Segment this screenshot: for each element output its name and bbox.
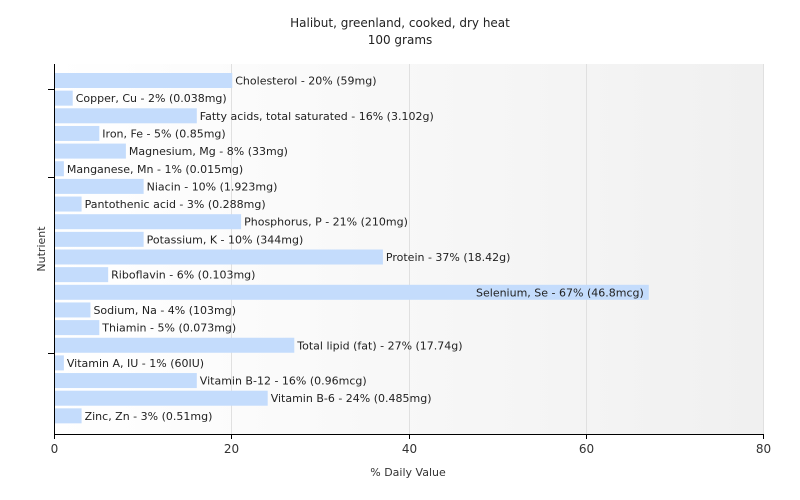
x-tick-label: 60 [579,442,594,456]
bar [55,390,268,406]
bars: Cholesterol - 20% (59mg) Copper, Cu - 2% … [55,73,649,424]
bar-label: Thiamin - 5% (0.073mg) [101,322,236,335]
bar [55,178,144,194]
bar [55,249,383,265]
bar [55,373,197,389]
bar-label: Fatty acids, total saturated - 16% (3.10… [200,110,434,123]
axes: 0 20 40 60 80 [48,64,771,456]
bar-label: Selenium, Se - 67% (46.8mcg) [476,286,644,299]
bar-label: Total lipid (fat) - 27% (17.74g) [296,339,462,352]
bar [55,161,64,177]
bar-label: Niacin - 10% (1.923mg) [147,180,278,193]
bar-label: Protein - 37% (18.42g) [386,251,511,264]
bar-label: Iron, Fe - 5% (0.85mg) [102,127,225,140]
plot-area [54,64,763,434]
x-axis-label: % Daily Value [370,466,446,479]
chart-subtitle: 100 grams [368,33,433,47]
bar-label: Vitamin B-6 - 24% (0.485mg) [271,392,432,405]
bar-label: Sodium, Na - 4% (103mg) [93,304,236,317]
bar [55,408,82,424]
chart-title: Halibut, greenland, cooked, dry heat [290,16,510,30]
bar-label: Cholesterol - 20% (59mg) [235,75,376,88]
bar-label: Potassium, K - 10% (344mg) [147,233,304,246]
x-tick-label: 80 [756,442,771,456]
grid-lines [231,64,764,434]
bar [55,231,144,247]
bar-label: Magnesium, Mg - 8% (33mg) [129,145,288,158]
bar-label: Vitamin A, IU - 1% (60IU) [67,357,204,370]
bar [55,355,64,371]
bar [55,284,649,300]
bar-label: Riboflavin - 6% (0.103mg) [111,269,255,282]
bar-label: Vitamin B-12 - 16% (0.96mcg) [200,375,367,388]
bar [55,143,126,159]
bar-label: Phosphorus, P - 21% (210mg) [244,216,408,229]
bar-label: Zinc, Zn - 3% (0.51mg) [85,410,213,423]
bar [55,73,233,88]
bar [55,214,242,230]
bar [55,108,197,124]
bar [55,90,73,106]
bar [55,337,295,353]
x-tick-label: 0 [51,442,59,456]
y-axis-label: Nutrient [35,226,48,272]
bar-label: Pantothenic acid - 3% (0.288mg) [85,198,266,211]
bar-label: Copper, Cu - 2% (0.038mg) [76,92,227,105]
bar [55,196,82,212]
bar [55,125,100,141]
bar-label: Manganese, Mn - 1% (0.015mg) [67,163,243,176]
x-tick-label: 20 [224,442,239,456]
bar [55,302,91,318]
x-tick-label: 40 [402,442,417,456]
bar [55,320,100,336]
bar [55,267,109,283]
